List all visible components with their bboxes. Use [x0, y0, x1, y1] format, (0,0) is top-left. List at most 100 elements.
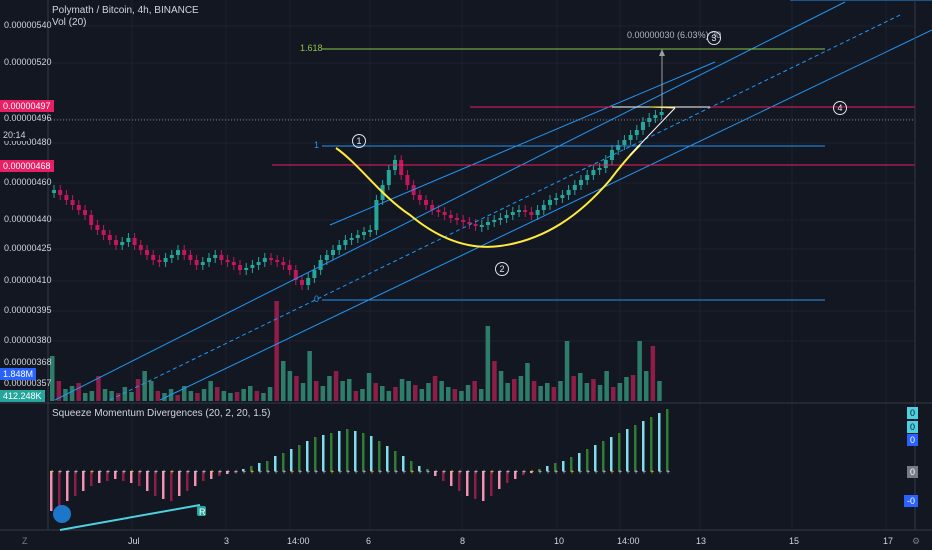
momentum-bar: [194, 471, 197, 486]
candle-body: [560, 195, 565, 198]
momentum-histogram: + + + + + + + + + + + + + + + + + + + + + + + + + + + + + + + + + + + + + + + +…: [50, 409, 670, 511]
squeeze-dot: +: [522, 469, 526, 476]
squeeze-dot: +: [610, 469, 614, 476]
squeeze-dot: +: [354, 469, 358, 476]
momentum-bar: [362, 433, 365, 471]
x-label-1: Jul: [128, 536, 140, 546]
x-label-8: 13: [696, 536, 707, 546]
cloud-icon: [53, 505, 71, 523]
volume-bar: [228, 393, 233, 401]
candle-body: [523, 210, 528, 212]
squeeze-dot: +: [90, 469, 94, 476]
candle-body: [219, 255, 224, 260]
squeeze-dot: +: [50, 469, 54, 476]
momentum-bar: [242, 469, 245, 471]
momentum-bar: [218, 471, 221, 476]
candle-body: [436, 210, 441, 212]
momentum-bar: [434, 471, 437, 476]
volume-bar: [564, 341, 570, 401]
squeeze-dot: +: [146, 469, 150, 476]
squeeze-dot: +: [362, 469, 366, 476]
momentum-bar: [82, 471, 85, 491]
volume-bar: [182, 386, 187, 401]
candle-body: [517, 210, 521, 212]
candle-body: [566, 190, 571, 195]
squeeze-dot: +: [666, 469, 670, 476]
volume-bar: [518, 376, 524, 401]
volume-bar: [604, 371, 609, 401]
squeeze-dot: +: [586, 469, 590, 476]
volume-bar: [472, 381, 477, 401]
candle-body: [448, 215, 453, 218]
squeeze-dot: +: [290, 469, 294, 476]
volume-label[interactable]: Vol (20): [52, 17, 87, 28]
momentum-bar: [186, 471, 189, 491]
volume-bar: [287, 371, 293, 401]
y-axis-label: 0.00000440: [4, 214, 52, 224]
squeeze-dot: +: [314, 469, 318, 476]
countdown-tag: 20:14: [0, 129, 29, 141]
volume-bar: [188, 391, 194, 401]
momentum-bar: [594, 445, 597, 471]
volume-bar: [333, 371, 339, 401]
candle-body: [585, 175, 590, 180]
volume-bar: [89, 391, 95, 401]
momentum-bar: [138, 471, 141, 486]
candle-body: [207, 258, 211, 262]
x-label-10: 17: [883, 536, 894, 546]
volume-bar: [76, 383, 81, 401]
squeeze-dot: +: [434, 469, 438, 476]
volume-tag: 412.248K: [0, 390, 45, 402]
momentum-bar: [410, 461, 413, 471]
momentum-bar: [394, 451, 397, 471]
symbol-title[interactable]: Polymath / Bitcoin, 4h, BINANCE: [52, 5, 199, 16]
candle-body: [510, 212, 515, 215]
volume-bar: [525, 363, 530, 401]
squeeze-dot: +: [634, 469, 638, 476]
indicator-title[interactable]: Squeeze Momentum Divergences (20, 2, 20,…: [52, 408, 271, 419]
momentum-bar: [530, 471, 533, 473]
volume-bar: [261, 393, 266, 401]
volume-bar: [353, 391, 359, 401]
volume-bar: [545, 383, 550, 401]
cup-curve: [335, 144, 641, 248]
momentum-bar: [258, 463, 261, 471]
momentum-bar: [314, 437, 317, 471]
candle-body: [386, 170, 391, 185]
squeeze-dot: +: [626, 469, 630, 476]
squeeze-dot: +: [202, 469, 206, 476]
momentum-bar: [658, 413, 661, 471]
momentum-bar: [474, 471, 477, 499]
timezone-z[interactable]: Z: [22, 536, 28, 546]
indicator-tag-1: 0: [906, 407, 918, 419]
candle-body: [343, 240, 348, 245]
momentum-bar: [466, 471, 469, 496]
volume-bar: [274, 301, 279, 401]
candle-body: [424, 200, 428, 205]
squeeze-dot: +: [330, 469, 334, 476]
price-tag-current: 0.00000497: [0, 100, 54, 112]
squeeze-dot: +: [402, 469, 406, 476]
volume-bar: [498, 371, 504, 401]
channel-mid-line: [109, 14, 901, 401]
volume-bar: [531, 381, 537, 401]
volume-bar: [50, 356, 55, 401]
squeeze-dot: +: [530, 469, 534, 476]
settings-gear-icon[interactable]: ⚙: [912, 536, 921, 546]
volume-bar: [129, 392, 134, 401]
candle-body: [194, 260, 199, 265]
candle-body: [244, 268, 249, 270]
momentum-bar: [458, 471, 461, 491]
squeeze-dot: +: [450, 469, 454, 476]
volume-bar: [485, 326, 491, 401]
candle-body: [281, 262, 286, 265]
momentum-bar: [322, 435, 325, 471]
squeeze-dot: +: [250, 469, 254, 476]
volume-bar: [439, 381, 444, 401]
candle-body: [529, 212, 534, 215]
candle-body: [126, 238, 131, 242]
volume-bar: [479, 389, 484, 401]
squeeze-dot: +: [258, 469, 262, 476]
squeeze-dot: +: [306, 469, 310, 476]
